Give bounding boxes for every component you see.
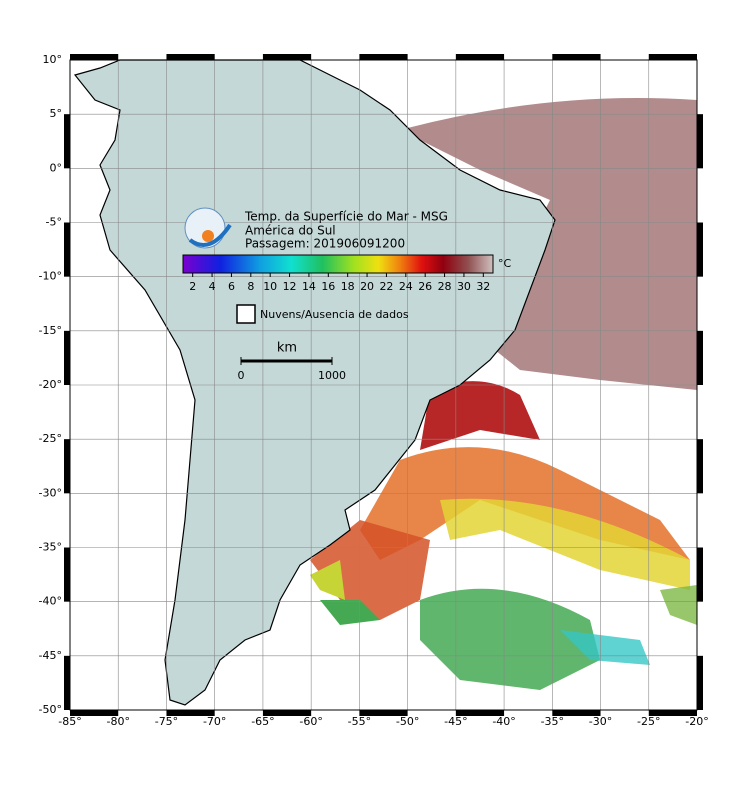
scale-label: km xyxy=(277,341,297,356)
y-tick-label: -25° xyxy=(39,432,62,445)
y-tick-label: 10° xyxy=(43,53,63,66)
y-tick-label: -15° xyxy=(39,324,62,337)
frame-band xyxy=(697,655,703,710)
y-tick-label: 0° xyxy=(50,161,63,174)
colorbar-tick-label: 16 xyxy=(321,280,335,293)
frame-band xyxy=(166,54,215,60)
x-tick-label: -30° xyxy=(589,715,612,728)
y-tick-label: -30° xyxy=(39,486,62,499)
colorbar-tick-label: 2 xyxy=(189,280,196,293)
frame-band xyxy=(697,222,703,277)
y-tick-label: -40° xyxy=(39,595,62,608)
colorbar-tick-label: 28 xyxy=(438,280,452,293)
colorbar-tick-label: 20 xyxy=(360,280,374,293)
x-tick-label: -85° xyxy=(58,715,81,728)
x-tick-label: -60° xyxy=(299,715,322,728)
frame-band xyxy=(64,114,70,169)
frame-band xyxy=(697,114,703,169)
x-tick-label: -55° xyxy=(348,715,371,728)
y-tick-label: -5° xyxy=(46,216,62,229)
colorbar-tick-label: 24 xyxy=(399,280,413,293)
x-tick-label: -50° xyxy=(396,715,419,728)
frame-band xyxy=(262,54,312,60)
frame-band xyxy=(697,547,703,602)
frame-band xyxy=(648,54,697,60)
x-tick-label: -45° xyxy=(444,715,467,728)
x-tick-label: -80° xyxy=(106,715,129,728)
colorbar xyxy=(182,254,494,274)
colorbar-tick-label: 22 xyxy=(379,280,393,293)
frame-band xyxy=(64,547,70,602)
frame-band xyxy=(70,54,119,60)
legend-label: Nuvens/Ausencia de dados xyxy=(260,308,409,321)
frame-band xyxy=(64,655,70,710)
title: Temp. da Superfície do Mar - MSG xyxy=(244,210,448,224)
x-tick-label: -65° xyxy=(251,715,274,728)
colorbar-tick-label: 14 xyxy=(302,280,316,293)
colorbar-tick-label: 30 xyxy=(457,280,471,293)
pass-time: Passagem: 201906091200 xyxy=(245,237,405,251)
x-tick-label: -25° xyxy=(637,715,660,728)
y-tick-label: -10° xyxy=(39,270,62,283)
subtitle: América do Sul xyxy=(245,224,336,238)
legend-swatch xyxy=(236,304,256,324)
frame-band xyxy=(359,710,408,716)
frame-band xyxy=(64,439,70,494)
frame-band xyxy=(262,710,312,716)
y-tick-label: -45° xyxy=(39,649,62,662)
colorbar-tick-label: 26 xyxy=(418,280,432,293)
frame-band xyxy=(648,710,697,716)
y-tick-label: 5° xyxy=(50,107,63,120)
sst-field xyxy=(310,98,697,690)
frame-band xyxy=(64,330,70,385)
x-tick-label: -70° xyxy=(203,715,226,728)
x-tick-label: -20° xyxy=(685,715,708,728)
x-tick-label: -40° xyxy=(492,715,515,728)
colorbar-tick-label: 4 xyxy=(209,280,216,293)
x-tick-label: -35° xyxy=(541,715,564,728)
frame-band xyxy=(166,710,215,716)
frame-band xyxy=(697,439,703,494)
frame-band xyxy=(64,222,70,277)
frame-band xyxy=(359,54,408,60)
y-tick-label: -20° xyxy=(39,378,62,391)
logo xyxy=(184,207,232,249)
frame-band xyxy=(455,54,505,60)
frame-band xyxy=(552,54,601,60)
y-tick-label: -50° xyxy=(39,703,62,716)
colorbar-tick-label: 32 xyxy=(476,280,490,293)
frame-band xyxy=(697,330,703,385)
frame-band xyxy=(70,710,119,716)
frame-band xyxy=(552,710,601,716)
scale-tick-label: 1000 xyxy=(318,369,346,382)
colorbar-tick-label: 8 xyxy=(247,280,254,293)
colorbar-tick-label: 10 xyxy=(263,280,277,293)
x-tick-label: -75° xyxy=(155,715,178,728)
colorbar-tick-label: 6 xyxy=(228,280,235,293)
y-tick-label: -35° xyxy=(39,541,62,554)
colorbar-tick-label: 18 xyxy=(341,280,355,293)
colorbar-tick-label: 12 xyxy=(283,280,297,293)
scale-tick-label: 0 xyxy=(238,369,245,382)
frame-band xyxy=(455,710,505,716)
colorbar-unit: °C xyxy=(498,257,512,270)
